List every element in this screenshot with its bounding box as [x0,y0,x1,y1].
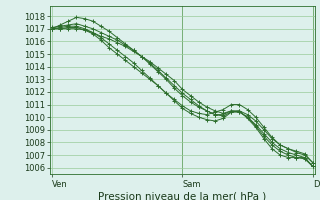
X-axis label: Pression niveau de la mer( hPa ): Pression niveau de la mer( hPa ) [98,191,267,200]
